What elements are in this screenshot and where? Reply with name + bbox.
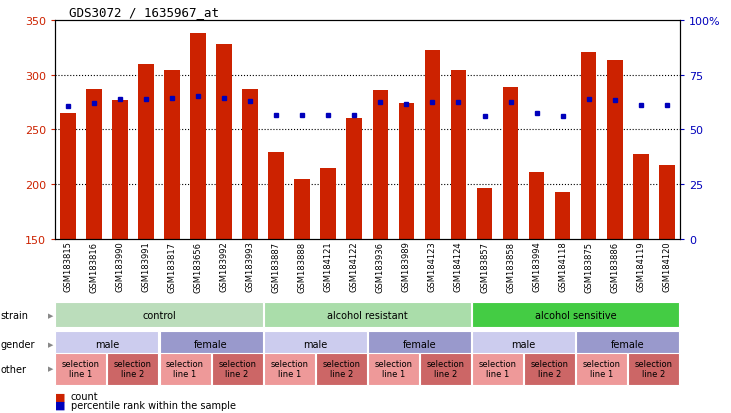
Bar xyxy=(555,192,570,240)
Text: selection
line 2: selection line 2 xyxy=(322,359,360,378)
Bar xyxy=(56,353,107,385)
Bar xyxy=(529,173,545,240)
Text: female: female xyxy=(194,339,228,349)
Text: ▶: ▶ xyxy=(48,341,53,347)
Bar xyxy=(56,303,262,327)
Bar xyxy=(398,104,414,240)
Bar xyxy=(138,64,154,240)
Bar xyxy=(159,332,262,356)
Bar xyxy=(524,353,575,385)
Bar xyxy=(425,51,440,240)
Text: ■: ■ xyxy=(55,392,65,401)
Text: selection
line 2: selection line 2 xyxy=(218,359,256,378)
Bar xyxy=(216,45,232,240)
Text: male: male xyxy=(95,339,119,349)
Bar xyxy=(60,114,75,240)
Bar xyxy=(164,71,180,240)
Text: selection
line 2: selection line 2 xyxy=(635,359,673,378)
Text: GDS3072 / 1635967_at: GDS3072 / 1635967_at xyxy=(69,6,219,19)
Bar xyxy=(472,303,679,327)
Text: selection
line 1: selection line 1 xyxy=(270,359,308,378)
Bar xyxy=(320,169,336,240)
Text: ▶: ▶ xyxy=(48,366,53,372)
Bar xyxy=(477,188,492,240)
Bar xyxy=(211,353,262,385)
Text: percentile rank within the sample: percentile rank within the sample xyxy=(71,400,236,410)
Text: female: female xyxy=(611,339,645,349)
Text: selection
line 1: selection line 1 xyxy=(166,359,204,378)
Bar xyxy=(264,353,315,385)
Text: selection
line 2: selection line 2 xyxy=(426,359,464,378)
Bar xyxy=(86,90,102,240)
Bar xyxy=(295,179,310,240)
Bar xyxy=(159,353,211,385)
Text: ▶: ▶ xyxy=(48,312,53,318)
Bar xyxy=(112,100,128,240)
Text: selection
line 2: selection line 2 xyxy=(531,359,569,378)
Bar xyxy=(346,119,362,240)
Text: ■: ■ xyxy=(55,400,65,410)
Text: count: count xyxy=(71,392,99,401)
Bar xyxy=(264,332,367,356)
Bar xyxy=(472,353,523,385)
Text: other: other xyxy=(1,364,27,374)
Bar xyxy=(368,332,471,356)
Bar xyxy=(242,90,258,240)
Text: selection
line 2: selection line 2 xyxy=(114,359,152,378)
Bar xyxy=(368,353,419,385)
Text: male: male xyxy=(512,339,536,349)
Text: male: male xyxy=(303,339,327,349)
Text: selection
line 1: selection line 1 xyxy=(479,359,517,378)
Text: gender: gender xyxy=(1,339,35,349)
Text: alcohol resistant: alcohol resistant xyxy=(327,310,408,320)
Text: control: control xyxy=(142,310,176,320)
Bar xyxy=(633,154,648,240)
Bar xyxy=(420,353,471,385)
Bar xyxy=(503,88,518,240)
Text: strain: strain xyxy=(1,310,29,320)
Bar xyxy=(268,153,284,240)
Bar xyxy=(472,332,575,356)
Bar xyxy=(107,353,159,385)
Bar xyxy=(581,52,596,240)
Bar xyxy=(316,353,367,385)
Text: selection
line 1: selection line 1 xyxy=(583,359,621,378)
Text: alcohol sensitive: alcohol sensitive xyxy=(535,310,616,320)
Bar xyxy=(607,61,623,240)
Bar xyxy=(576,353,627,385)
Bar xyxy=(56,332,159,356)
Bar xyxy=(190,34,206,240)
Text: selection
line 1: selection line 1 xyxy=(374,359,412,378)
Text: selection
line 1: selection line 1 xyxy=(62,359,100,378)
Text: female: female xyxy=(403,339,436,349)
Bar xyxy=(264,303,471,327)
Bar xyxy=(450,71,466,240)
Bar xyxy=(373,91,388,240)
Bar xyxy=(576,332,679,356)
Bar xyxy=(628,353,679,385)
Bar xyxy=(659,165,675,240)
